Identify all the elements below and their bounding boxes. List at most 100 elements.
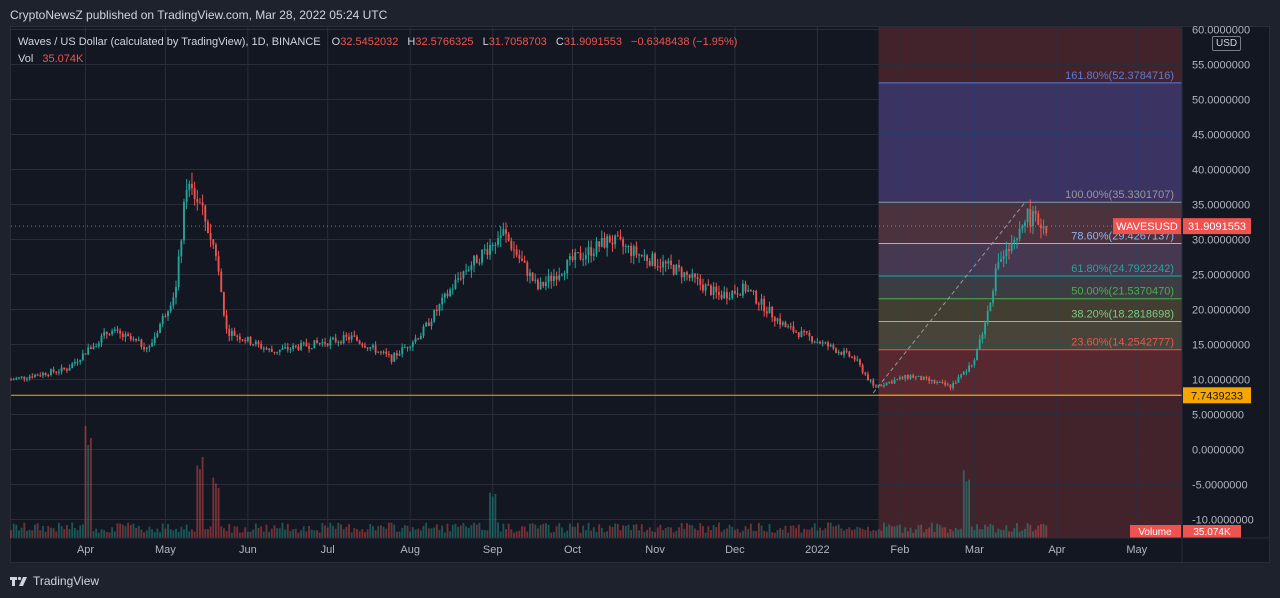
candle-body xyxy=(587,247,590,256)
volume-bar xyxy=(875,530,877,538)
volume-bar xyxy=(462,523,465,538)
volume-bar xyxy=(185,524,188,538)
volume-bar xyxy=(574,526,577,538)
candle-body xyxy=(675,264,678,275)
volume-bar xyxy=(308,525,311,538)
candle-body xyxy=(877,384,880,387)
volume-bar xyxy=(193,531,196,538)
candle-body xyxy=(824,342,827,344)
volume-bar xyxy=(845,529,848,538)
candle-body xyxy=(95,346,98,348)
candle-body xyxy=(425,322,428,327)
candle-body xyxy=(694,273,696,278)
candle-body xyxy=(747,289,750,292)
volume-bar xyxy=(920,524,923,538)
volume-bar xyxy=(393,524,396,538)
volume-bar xyxy=(914,529,917,538)
candle-body xyxy=(976,349,979,361)
chart-frame[interactable] xyxy=(10,26,1270,563)
volume-bar xyxy=(821,530,824,538)
candle-body xyxy=(1042,226,1045,229)
candle-body xyxy=(1045,226,1048,233)
candle-body xyxy=(518,255,521,259)
volume-bar xyxy=(353,527,356,538)
volume-bar xyxy=(789,525,792,538)
volume-bar xyxy=(672,532,675,538)
volume-bar xyxy=(946,532,949,538)
volume-bar xyxy=(954,527,957,538)
candle-body xyxy=(467,269,470,271)
x-tick-label: May xyxy=(155,544,176,556)
volume-bar xyxy=(598,524,601,538)
symbol-legend[interactable]: Waves / US Dollar (calculated by Trading… xyxy=(18,36,737,48)
volume-bar xyxy=(965,481,968,538)
x-tick-label: Mar xyxy=(965,544,984,556)
candle-body xyxy=(805,331,808,333)
volume-bar xyxy=(534,524,537,538)
candle-body xyxy=(757,303,760,305)
candle-body xyxy=(970,364,973,366)
candle-body xyxy=(550,275,553,282)
candle-body xyxy=(353,335,356,337)
volume-bar xyxy=(928,527,931,538)
volume-bar xyxy=(582,525,585,538)
volume-bar xyxy=(720,531,723,538)
volume-bar xyxy=(89,438,92,538)
candle-body xyxy=(885,382,888,386)
candle-body xyxy=(105,331,108,335)
candle-body xyxy=(534,279,537,281)
volume-bar xyxy=(704,532,707,538)
candle-body xyxy=(513,249,515,251)
candle-body xyxy=(545,282,547,287)
volume-bar xyxy=(579,532,582,538)
candle-body xyxy=(153,336,156,343)
candle-body xyxy=(968,365,971,372)
fibonacci-retracement[interactable]: 161.80%(52.3784716)100.00%(35.3301707)78… xyxy=(872,70,1182,396)
candle-body xyxy=(946,384,949,386)
volume-bar xyxy=(212,477,215,538)
volume-bar xyxy=(949,528,952,538)
candle-body xyxy=(667,260,670,264)
volume-bar xyxy=(23,522,26,538)
candle-body xyxy=(103,331,106,336)
volume-bar xyxy=(635,524,638,538)
volume-bar xyxy=(523,526,526,538)
volume-legend[interactable]: Vol 35.074K xyxy=(18,53,83,65)
volume-bar xyxy=(752,530,755,538)
candle-body xyxy=(1040,224,1042,229)
candle-body xyxy=(779,318,782,325)
volume-bar xyxy=(68,529,71,538)
volume-bar xyxy=(31,530,34,538)
volume-bar xyxy=(853,529,856,538)
candle-body xyxy=(177,256,180,288)
candle-body xyxy=(446,293,449,297)
candle-body xyxy=(132,338,135,340)
volume-bar xyxy=(427,528,430,538)
candle-body xyxy=(840,352,843,355)
candle-body xyxy=(856,359,859,361)
volume-bar xyxy=(664,527,667,538)
volume-bar xyxy=(811,527,814,538)
volume-bar xyxy=(318,532,321,538)
volume-bar xyxy=(784,525,787,538)
candle-body xyxy=(443,293,446,298)
candle-body xyxy=(906,374,909,379)
candle-body xyxy=(430,321,433,326)
volume-bar xyxy=(994,532,997,538)
background-layer xyxy=(878,27,1182,538)
volume-bar xyxy=(595,531,598,538)
candle-body xyxy=(1029,209,1032,227)
candle-body xyxy=(475,255,478,264)
candle-body xyxy=(603,237,606,248)
volume-bar xyxy=(702,526,704,538)
volume-bar xyxy=(890,526,893,538)
volume-bar xyxy=(73,527,76,538)
volume-bar xyxy=(654,532,656,538)
volume-bar xyxy=(159,532,161,538)
volume-bar xyxy=(864,529,867,538)
candle-body xyxy=(821,342,824,344)
volume-bar xyxy=(1018,531,1021,538)
currency-badge[interactable]: USD xyxy=(1212,36,1242,51)
volume-bar xyxy=(124,526,127,538)
